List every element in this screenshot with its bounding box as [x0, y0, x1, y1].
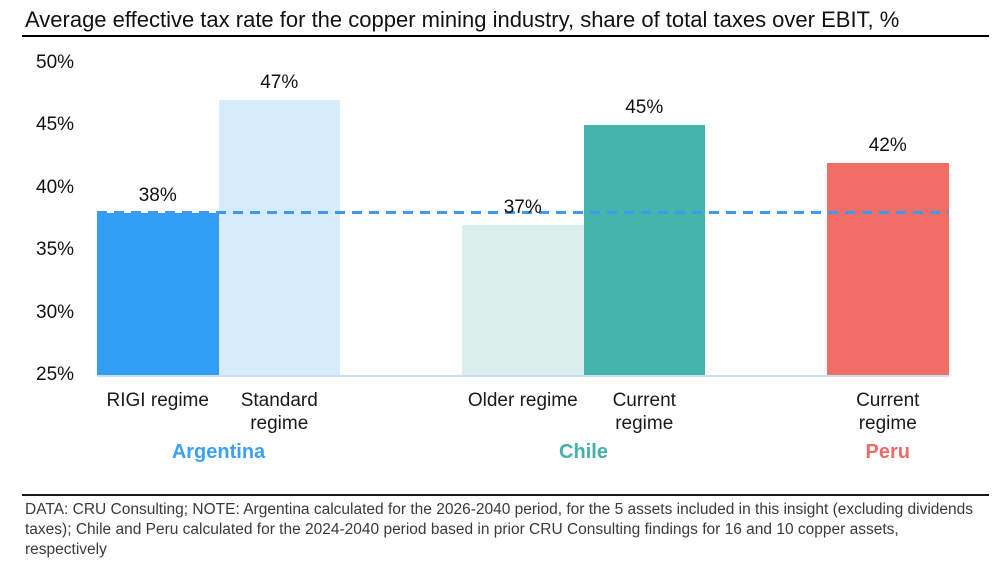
y-axis-tick-label: 35% — [36, 239, 75, 261]
y-axis-tick-label: 40% — [36, 176, 75, 198]
bar-category-label: Standard regime — [240, 390, 318, 434]
source-note: DATA: CRU Consulting; NOTE: Argentina ca… — [25, 501, 974, 558]
bar-chile-current-regime — [583, 125, 705, 375]
y-axis-tick-label: 50% — [36, 52, 75, 73]
bar-argentina-standard-regime — [218, 100, 340, 375]
y-axis-tick-label: 30% — [36, 301, 75, 323]
y-axis-tick-label: 25% — [36, 364, 75, 385]
title-underline — [22, 35, 989, 37]
y-axis-tick-label: 45% — [36, 114, 75, 136]
reference-dashed-line — [97, 211, 949, 215]
bar-argentina-rigi-regime — [97, 212, 219, 375]
footer-divider — [22, 494, 989, 496]
bar-chile-older-regime — [462, 225, 584, 375]
bar-value-label: 37% — [503, 197, 542, 219]
bar-value-label: 42% — [868, 134, 907, 156]
bar-value-label: 45% — [625, 97, 664, 119]
x-axis-baseline — [97, 375, 949, 377]
group-label-peru: Peru — [865, 441, 910, 463]
group-label-chile: Chile — [559, 441, 608, 463]
chart-title: Average effective tax rate for the coppe… — [25, 7, 900, 32]
bar-category-label: Current regime — [856, 390, 920, 434]
bar-category-label: Current regime — [612, 390, 676, 434]
group-label-argentina: Argentina — [171, 441, 266, 463]
bar-peru-current-regime — [827, 162, 949, 375]
bar-category-label: Older regime — [467, 390, 578, 411]
bar-category-label: RIGI regime — [106, 390, 209, 411]
bar-value-label: 47% — [260, 72, 299, 94]
bar-value-label: 38% — [138, 184, 177, 206]
